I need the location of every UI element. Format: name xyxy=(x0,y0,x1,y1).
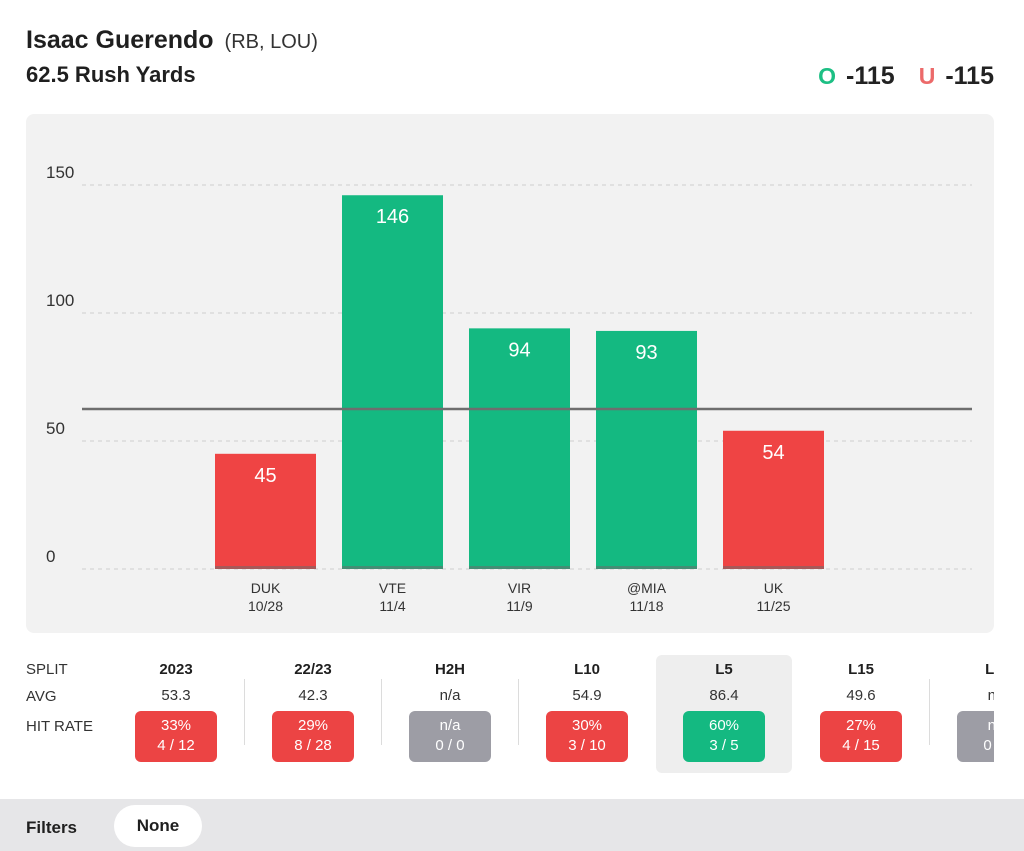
bar[interactable] xyxy=(342,195,443,569)
hit-rate-badge: n/a 0 / 0 xyxy=(957,711,994,762)
column-divider xyxy=(244,679,245,745)
bar-value-label: 45 xyxy=(254,465,276,487)
prop-header: Isaac Guerendo (RB, LOU) 62.5 Rush Yards… xyxy=(26,26,994,96)
hit-rate-badge: 33% 4 / 12 xyxy=(135,711,217,762)
x-tick-opponent: VIR xyxy=(508,580,531,596)
bar-baseline xyxy=(723,566,824,569)
column-divider xyxy=(518,679,519,745)
hit-rate-percent: 30% xyxy=(571,717,603,734)
hit-rate-percent: n/a xyxy=(987,717,994,734)
bar-chart: 0 50 100 150 45 DUK 10/28 146 VTE 11/4 94 VIR 11/9 93… xyxy=(46,163,972,614)
x-tick-opponent: DUK xyxy=(251,580,281,596)
bar-value-label: 54 xyxy=(762,442,784,464)
split-average: 86.4 xyxy=(709,687,739,704)
over-indicator: O xyxy=(818,63,837,89)
split-column-2023[interactable]: 2023 53.3 33% 4 / 12 xyxy=(108,655,244,773)
split-label: 22/23 xyxy=(294,661,332,678)
filters-bar: Filters None xyxy=(0,799,1024,851)
bar-value-label: 93 xyxy=(635,342,657,364)
bar[interactable] xyxy=(596,330,697,569)
y-tick-label: 0 xyxy=(46,547,55,566)
hit-rate-badge: n/a 0 / 0 xyxy=(409,711,491,762)
split-label: 2023 xyxy=(159,661,193,678)
avg-row-label: AVG xyxy=(26,688,57,705)
y-tick-label: 100 xyxy=(46,291,74,310)
bar-value-label: 94 xyxy=(508,339,530,361)
filters-selector[interactable]: None xyxy=(114,805,202,847)
splits-table: SPLIT AVG HIT RATE 2023 53.3 33% 4 / 12 22/2… xyxy=(0,655,994,775)
split-average: 42.3 xyxy=(298,687,328,704)
x-tick-date: 11/18 xyxy=(630,598,664,614)
split-label: L5 xyxy=(715,661,733,678)
over-odds[interactable]: -115 xyxy=(846,62,895,90)
hit-rate-badge: 30% 3 / 10 xyxy=(546,711,628,762)
filters-label: Filters xyxy=(26,818,78,837)
split-row-label: SPLIT xyxy=(26,661,68,678)
hit-rate-record: 8 / 28 xyxy=(294,737,332,754)
odds-display: O -115 U -115 xyxy=(818,62,994,91)
bar[interactable] xyxy=(215,453,316,569)
bar[interactable] xyxy=(469,328,570,569)
hit-rate-badge: 60% 3 / 5 xyxy=(683,711,765,762)
split-label: L10 xyxy=(574,661,600,678)
hit-rate-percent: 27% xyxy=(845,717,877,734)
player-name: Isaac Guerendo xyxy=(26,26,214,54)
split-label: L30 xyxy=(985,661,994,678)
hit-rate-record: 4 / 12 xyxy=(157,737,195,754)
column-divider xyxy=(929,679,930,745)
x-tick-date: 11/4 xyxy=(379,598,405,614)
split-column-l15[interactable]: L15 49.6 27% 4 / 15 xyxy=(793,655,929,773)
y-tick-label: 150 xyxy=(46,163,74,182)
x-tick-date: 11/9 xyxy=(506,598,532,614)
hit-rate-percent: 33% xyxy=(160,717,192,734)
player-position-team: (RB, LOU) xyxy=(224,31,318,53)
split-average: n/a xyxy=(439,687,461,704)
hit-rate-badge: 27% 4 / 15 xyxy=(820,711,902,762)
x-tick-opponent: VTE xyxy=(379,580,406,596)
bar-baseline xyxy=(469,566,570,569)
prop-line: 62.5 Rush Yards xyxy=(26,62,196,87)
hit-rate-percent: n/a xyxy=(439,717,461,734)
x-tick-date: 10/28 xyxy=(248,598,283,614)
under-indicator: U xyxy=(918,63,936,89)
split-column-l5[interactable]: L5 86.4 60% 3 / 5 xyxy=(656,655,792,773)
y-tick-label: 50 xyxy=(46,419,65,438)
hit-rate-record: 0 / 0 xyxy=(983,737,994,754)
game-log-chart: 0 50 100 150 45 DUK 10/28 146 VTE 11/4 94 VIR 11/9 93… xyxy=(26,114,994,633)
split-average: 53.3 xyxy=(161,687,191,704)
split-column-h2h[interactable]: H2H n/a n/a 0 / 0 xyxy=(382,655,518,773)
bar-baseline xyxy=(215,566,316,569)
split-column-l10[interactable]: L10 54.9 30% 3 / 10 xyxy=(519,655,655,773)
split-average: n/a xyxy=(987,687,994,704)
bar-baseline xyxy=(342,566,443,569)
hit-rate-record: 3 / 5 xyxy=(709,737,739,754)
split-label: H2H xyxy=(434,661,465,678)
split-column-2223[interactable]: 22/23 42.3 29% 8 / 28 xyxy=(245,655,381,773)
x-tick-date: 11/25 xyxy=(757,598,791,614)
hit-rate-badge: 29% 8 / 28 xyxy=(272,711,354,762)
player-title: Isaac Guerendo (RB, LOU) xyxy=(26,26,994,55)
column-divider xyxy=(381,679,382,745)
hit-rate-row-label: HIT RATE xyxy=(26,718,93,735)
split-average: 54.9 xyxy=(572,687,602,704)
x-tick-opponent: @MIA xyxy=(627,580,667,596)
hit-rate-record: 3 / 10 xyxy=(568,737,606,754)
x-tick-opponent: UK xyxy=(764,580,784,596)
split-label: L15 xyxy=(848,661,874,678)
bar-baseline xyxy=(596,566,697,569)
hit-rate-record: 4 / 15 xyxy=(842,737,880,754)
hit-rate-percent: 29% xyxy=(297,717,329,734)
hit-rate-record: 0 / 0 xyxy=(435,737,465,754)
split-average: 49.6 xyxy=(846,687,876,704)
bar-value-label: 146 xyxy=(376,206,409,228)
hit-rate-percent: 60% xyxy=(708,717,740,734)
split-column-l30[interactable]: L30 n/a n/a 0 / 0 xyxy=(930,655,994,773)
under-odds[interactable]: -115 xyxy=(945,62,994,90)
bar[interactable] xyxy=(723,430,824,569)
